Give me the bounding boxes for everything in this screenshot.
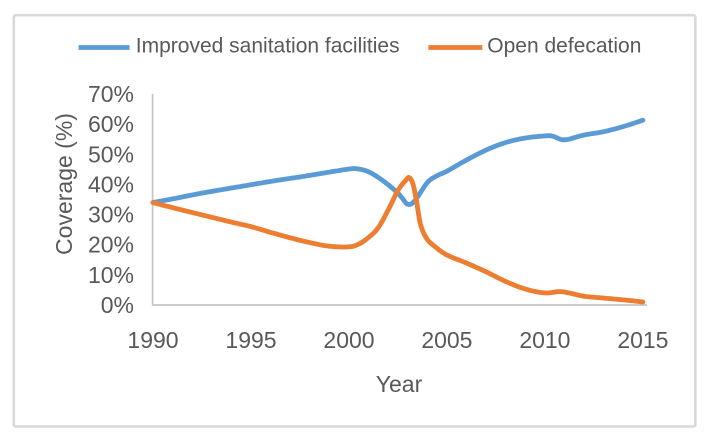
svg-text:2010: 2010 — [519, 327, 570, 353]
svg-text:2000: 2000 — [323, 327, 374, 353]
svg-text:Improved sanitation facilities: Improved sanitation facilities — [136, 35, 400, 58]
svg-text:50%: 50% — [88, 141, 134, 167]
svg-text:1990: 1990 — [127, 327, 178, 353]
svg-text:2005: 2005 — [421, 327, 472, 353]
svg-text:Open defecation: Open defecation — [487, 35, 641, 58]
svg-text:0%: 0% — [101, 292, 134, 318]
svg-text:20%: 20% — [88, 232, 134, 258]
svg-text:1995: 1995 — [225, 327, 276, 353]
svg-text:Coverage (%): Coverage (%) — [51, 113, 77, 255]
svg-text:30%: 30% — [88, 202, 134, 228]
svg-text:60%: 60% — [88, 111, 134, 137]
svg-text:40%: 40% — [88, 171, 134, 197]
svg-text:10%: 10% — [88, 262, 134, 288]
svg-text:2015: 2015 — [617, 327, 668, 353]
svg-text:70%: 70% — [88, 81, 134, 107]
svg-text:Year: Year — [376, 371, 423, 397]
